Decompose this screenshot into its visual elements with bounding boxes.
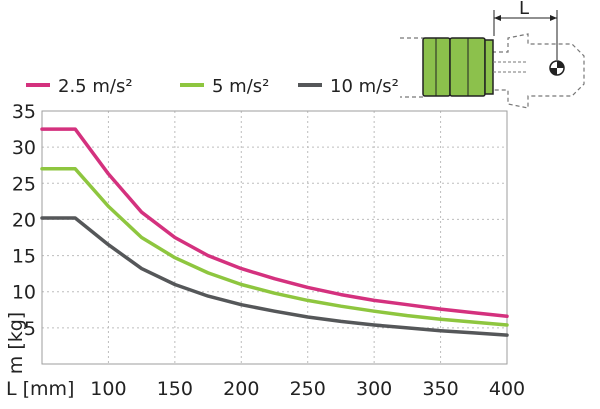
- y-tick-label-5: 30: [12, 137, 36, 159]
- gripper-diagram: L: [400, 0, 585, 109]
- x-tick-label-3: 250: [290, 378, 326, 400]
- series-group: [40, 127, 509, 337]
- x-axis-label: L [mm]: [6, 378, 74, 400]
- x-tick-label-1: 150: [157, 378, 193, 400]
- plot-frame: [41, 110, 508, 365]
- legend: 2.5 m/s² 5 m/s² 10 m/s²: [26, 76, 399, 97]
- x-tick-label-5: 350: [422, 378, 458, 400]
- y-tick-label-0: 5: [24, 318, 36, 340]
- series-line-1: [40, 167, 509, 327]
- y-tick-label-3: 20: [12, 209, 36, 231]
- x-tick-label-2: 200: [223, 378, 259, 400]
- x-axis-ticks: 100 150 200 250 300 350 400: [90, 378, 525, 400]
- legend-label-1: 5 m/s²: [212, 76, 269, 97]
- grid: [41, 110, 508, 365]
- diagram-dimension-label: L: [519, 0, 529, 19]
- y-tick-label-1: 10: [12, 282, 36, 304]
- series-line-2: [40, 216, 509, 337]
- y-axis-label: m [kg]: [5, 312, 27, 374]
- y-axis-ticks: 5 10 15 20 25 30 35: [12, 101, 36, 340]
- legend-label-0: 2.5 m/s²: [58, 76, 133, 97]
- y-tick-label-4: 25: [12, 173, 36, 195]
- y-tick-label-2: 15: [12, 246, 36, 268]
- x-tick-label-4: 300: [356, 378, 392, 400]
- legend-label-2: 10 m/s²: [330, 76, 399, 97]
- y-tick-label-6: 35: [12, 101, 36, 123]
- x-tick-label-6: 400: [489, 378, 525, 400]
- x-tick-label-0: 100: [90, 378, 126, 400]
- series-line-0: [40, 127, 509, 319]
